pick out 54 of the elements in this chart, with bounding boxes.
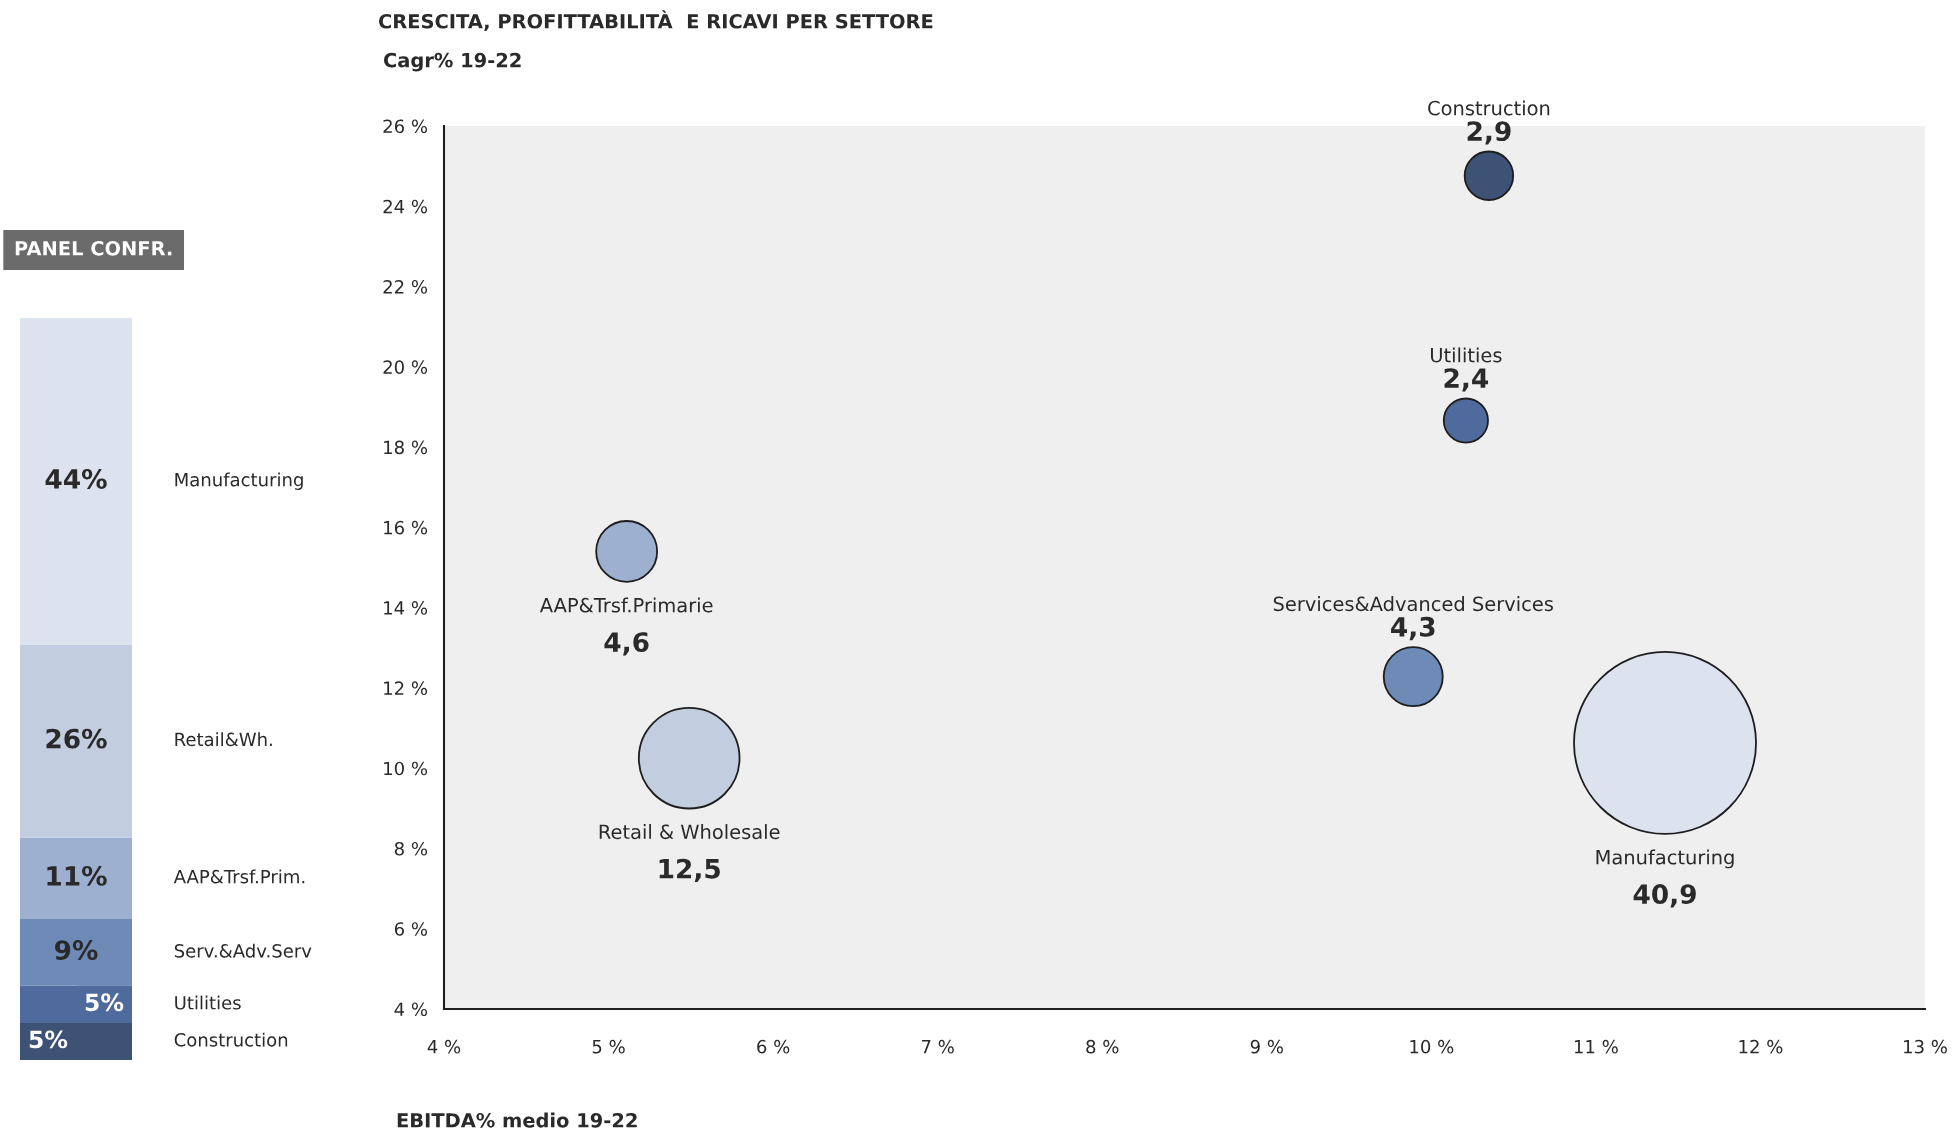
text: Retail&Wh. xyxy=(175,732,272,747)
text: Manufacturing xyxy=(175,472,303,490)
annotation: 4,6 xyxy=(604,632,649,656)
annotation: 12,5 xyxy=(659,858,720,883)
bar xyxy=(20,919,132,986)
x-tick-label: 10 % xyxy=(1410,1039,1454,1054)
y-tick-label: 16 % xyxy=(384,520,428,535)
text: Serv.&Adv.Serv xyxy=(174,943,312,958)
y-tick-label: 6 % xyxy=(394,922,428,936)
x-tick-label: 11 % xyxy=(1574,1039,1618,1054)
y-tick-label: 24 % xyxy=(383,199,428,214)
data-label: 9% xyxy=(54,940,98,961)
data-label: 44% xyxy=(45,468,107,489)
data-label: 5% xyxy=(85,993,124,1012)
y-tick-label: 18 % xyxy=(384,440,428,455)
annotation: 2,4 xyxy=(1444,368,1489,392)
text: Utilities xyxy=(1430,347,1502,363)
text: Construction xyxy=(1428,100,1550,116)
data-label: 26% xyxy=(46,728,107,749)
bar xyxy=(20,837,132,920)
x-axis-title: EBITDA% medio 19-22 xyxy=(397,1112,637,1128)
text: Utilities xyxy=(175,995,241,1010)
annotation: 4,3 xyxy=(1391,616,1435,641)
bar xyxy=(20,318,132,645)
x-tick-label: 4 % xyxy=(427,1039,461,1054)
annotation: 40,9 xyxy=(1633,884,1696,908)
y-tick-label: 14 % xyxy=(384,601,428,615)
data-label: 11% xyxy=(47,865,107,886)
series-label: Manufacturing xyxy=(1596,849,1734,869)
x-tick-label: 5 % xyxy=(592,1039,625,1054)
text: AAP&Trsf.Prim. xyxy=(173,869,305,884)
chart-title: CRESCITA, PROFITTABILITÀ E RICAVI PER SETTORE xyxy=(378,10,933,32)
bar xyxy=(20,644,132,838)
annotation: 2,9 xyxy=(1467,121,1511,145)
x-tick-label: 7 % xyxy=(921,1039,954,1054)
x-tick-label: 9 % xyxy=(1250,1039,1283,1054)
series-label: AAP&Trsf.Primarie xyxy=(539,597,713,613)
x-tick-label: 6 % xyxy=(757,1039,790,1054)
y-tick-label: 12 % xyxy=(384,681,428,696)
y-axis-title: Cagr% 19-22 xyxy=(383,52,521,72)
y-tick-label: 26 % xyxy=(383,119,428,134)
x-tick-label: 12 % xyxy=(1739,1039,1783,1054)
text: Construction xyxy=(174,1032,288,1047)
data-label: 5% xyxy=(29,1030,68,1049)
y-tick-label: 8 % xyxy=(394,841,428,856)
y-tick-label: 4 % xyxy=(394,1002,428,1017)
y-tick-label: 22 % xyxy=(383,280,428,294)
x-tick-label: 8 % xyxy=(1086,1039,1119,1054)
chart-title: PANEL CONFR. xyxy=(15,240,172,256)
text: Services&Advanced Services xyxy=(1273,596,1553,612)
x-tick-label: 13 % xyxy=(1904,1039,1947,1054)
series-label: Retail & Wholesale xyxy=(599,824,780,840)
y-tick-label: 20 % xyxy=(383,360,428,374)
y-tick-label: 10 % xyxy=(384,761,428,776)
